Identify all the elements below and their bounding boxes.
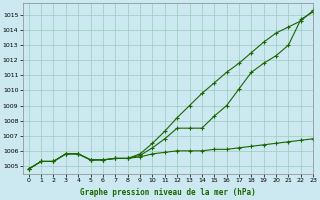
X-axis label: Graphe pression niveau de la mer (hPa): Graphe pression niveau de la mer (hPa) — [80, 188, 256, 197]
